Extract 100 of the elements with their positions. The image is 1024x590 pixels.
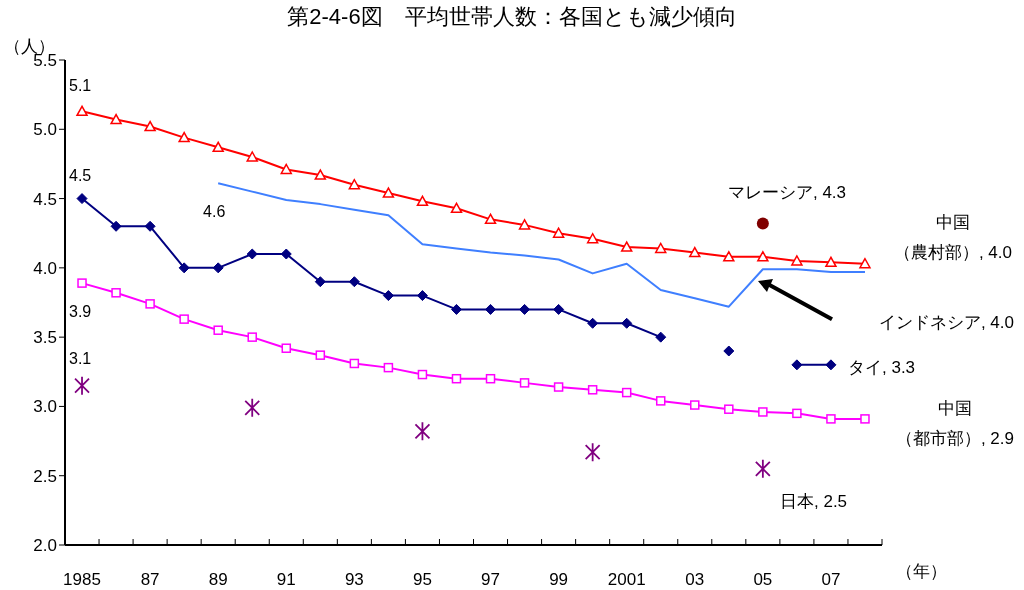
point xyxy=(314,169,327,180)
point xyxy=(414,421,431,442)
point xyxy=(620,241,633,252)
point xyxy=(724,404,734,414)
point xyxy=(281,343,292,353)
y-tick-label: 3.0 xyxy=(33,397,57,417)
x-tick-label: 87 xyxy=(140,570,160,589)
point xyxy=(791,359,803,371)
point xyxy=(723,345,735,357)
text: 中国（農村部）, 4.0 xyxy=(893,213,1012,262)
point xyxy=(246,151,258,162)
point xyxy=(689,246,701,258)
point xyxy=(587,317,599,329)
point xyxy=(212,262,224,274)
point xyxy=(553,382,564,392)
point xyxy=(791,255,803,266)
point xyxy=(485,373,496,384)
point xyxy=(110,113,122,125)
point xyxy=(655,396,666,406)
point xyxy=(690,400,700,410)
y-tick-label: 4.0 xyxy=(33,258,57,278)
point xyxy=(826,414,836,424)
point xyxy=(519,378,530,388)
point xyxy=(247,332,257,342)
point xyxy=(244,397,261,418)
point xyxy=(348,276,360,288)
point xyxy=(552,227,565,238)
x-tick-label: 93 xyxy=(344,570,364,589)
point xyxy=(76,193,88,205)
point xyxy=(825,256,837,268)
point xyxy=(76,105,88,117)
point xyxy=(383,362,394,373)
point xyxy=(723,251,735,262)
point xyxy=(314,276,326,288)
data-label: 3.1 xyxy=(69,349,92,367)
point xyxy=(825,359,837,371)
point xyxy=(584,442,601,463)
annotation: マレーシア, 4.3 xyxy=(727,183,847,202)
point xyxy=(417,369,428,380)
y-tick-label: 2.0 xyxy=(33,536,57,556)
text: 中国（都市部）, 2.9 xyxy=(895,399,1014,448)
point xyxy=(77,278,87,288)
data-label: 3.9 xyxy=(69,303,92,321)
point xyxy=(756,217,769,230)
y-tick-label: 4.5 xyxy=(33,189,57,209)
point xyxy=(758,407,768,417)
point xyxy=(349,358,360,369)
point xyxy=(586,233,599,244)
x-tick-label: 2001 xyxy=(607,570,646,589)
point xyxy=(111,288,121,298)
x-tick-label: 91 xyxy=(276,570,296,589)
point xyxy=(178,131,190,143)
point xyxy=(621,317,633,329)
x-tick-label: 05 xyxy=(753,570,773,589)
point xyxy=(655,331,667,343)
annotation: インドネシア, 4.0 xyxy=(878,313,1014,332)
point xyxy=(621,387,632,398)
point xyxy=(348,178,361,190)
point xyxy=(74,375,90,396)
point xyxy=(587,385,598,395)
point xyxy=(179,314,189,324)
annotation: 日本, 2.5 xyxy=(780,492,848,511)
data-label: 4.5 xyxy=(69,166,92,184)
x-tick-label: 03 xyxy=(685,570,705,589)
point xyxy=(484,213,497,225)
point xyxy=(212,141,224,153)
x-tick-label: 95 xyxy=(412,570,432,589)
point xyxy=(144,220,156,232)
point xyxy=(519,303,531,315)
point xyxy=(246,248,258,260)
point xyxy=(859,257,871,269)
point xyxy=(450,202,463,214)
x-tick-label: 07 xyxy=(821,570,841,589)
point xyxy=(315,350,326,360)
point xyxy=(757,251,769,262)
chart-title: 第2-4-6図 平均世帯人数：各国とも減少傾向 xyxy=(287,4,737,29)
point xyxy=(485,303,497,315)
point xyxy=(792,408,802,419)
data-label: 4.6 xyxy=(203,203,226,221)
x-axis-title: （年） xyxy=(896,562,947,581)
point xyxy=(553,303,565,315)
point xyxy=(178,262,190,274)
point xyxy=(416,195,429,207)
x-tick-label: 89 xyxy=(208,570,228,589)
point xyxy=(860,414,870,424)
point xyxy=(382,187,395,198)
point xyxy=(518,219,531,230)
point xyxy=(416,290,428,302)
point xyxy=(213,325,223,335)
x-tick-label: 1985 xyxy=(63,570,101,589)
y-tick-label: 3.5 xyxy=(33,328,57,348)
x-tick-label: 99 xyxy=(549,570,569,589)
point xyxy=(451,373,462,384)
point xyxy=(382,290,394,302)
point xyxy=(110,220,122,232)
point xyxy=(450,303,462,315)
point xyxy=(754,458,771,479)
point xyxy=(145,299,155,309)
y-tick-label: 5.0 xyxy=(33,120,57,140)
data-label: 5.1 xyxy=(69,77,92,95)
